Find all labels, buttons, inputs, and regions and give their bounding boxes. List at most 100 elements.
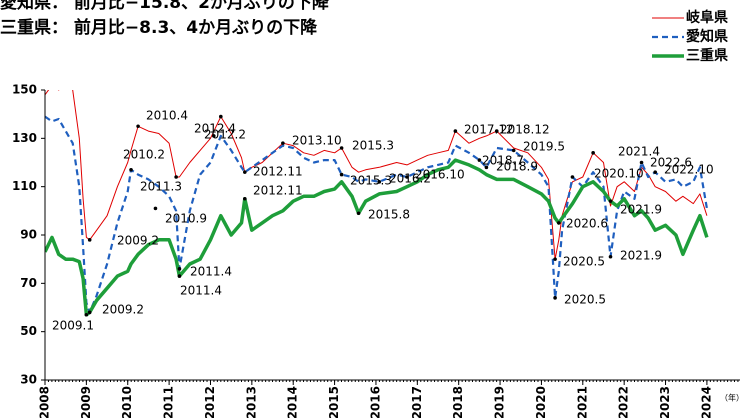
annotation-dot	[177, 267, 182, 271]
annotation-dot	[339, 172, 344, 177]
x-tick-label: 2014	[286, 386, 300, 418]
annotation-dot	[511, 148, 516, 153]
annotation-label: 2022.10	[664, 163, 714, 177]
annotation-dot	[570, 175, 575, 179]
x-tick-label: 2010	[120, 386, 134, 418]
annotation-label: 2012.11	[253, 184, 303, 198]
annotation-label: 2015.8	[368, 208, 410, 222]
annotation-label: 2021.4	[618, 145, 660, 159]
annotation-dot	[339, 146, 344, 150]
x-tick-label: 2024	[699, 386, 713, 418]
annotation-label: 2017.12	[464, 123, 514, 137]
annotation-dot	[553, 296, 557, 300]
annotation-dot	[136, 124, 140, 129]
series-line	[45, 90, 708, 260]
annotation-dot	[129, 167, 133, 172]
annotation-dot	[219, 114, 223, 119]
y-tick-label: 30	[20, 373, 37, 387]
legend-label: 愛知県	[686, 28, 728, 45]
x-tick-label: 2022	[617, 386, 631, 418]
annotation-label: 2011.4	[180, 284, 222, 298]
y-tick-label: 50	[20, 324, 37, 338]
x-tick-label: 2012	[203, 386, 217, 418]
annotation-label: 2009.2	[117, 234, 159, 248]
annotation-label: 2021.9	[620, 203, 662, 217]
annotation-label: 2018.12	[500, 123, 550, 137]
annotation-label: 2012.2	[204, 128, 246, 142]
annotation-label: 2010.4	[146, 109, 188, 123]
annotation-label: 2016.2	[389, 172, 431, 186]
x-tick-label: 2013	[244, 386, 258, 418]
annotation-dot	[84, 312, 89, 317]
annotation-label: 2015.3	[352, 139, 394, 153]
annotation-dot	[557, 221, 561, 225]
annotation-label: 2011.3	[140, 180, 182, 194]
annotation-dot	[281, 141, 285, 145]
annotation-dot	[477, 158, 482, 162]
annotation-dot	[177, 274, 182, 278]
annotation-label: 2011.4	[190, 265, 232, 279]
x-tick-label: 2018	[451, 386, 465, 418]
annotation-label: 2012.11	[253, 165, 303, 179]
annotation-label: 2021.9	[620, 249, 662, 263]
annotation-label: 2019.5	[523, 140, 565, 154]
series-line	[45, 115, 708, 314]
x-tick-label: 2008	[38, 386, 52, 418]
x-tick-label: 2020	[534, 386, 548, 418]
x-tick-label: 2009	[79, 386, 93, 418]
annotation-label: 2012.4	[194, 122, 236, 136]
annotation-label: 2013.10	[292, 134, 342, 148]
annotation-label: 2020.5	[563, 255, 605, 269]
x-tick-label: 2016	[368, 386, 382, 418]
y-tick-label: 150	[12, 83, 37, 97]
annotation-dot	[453, 129, 458, 133]
annotation-dot	[591, 151, 595, 155]
annotation-label: 2020.5	[564, 293, 606, 307]
annotation-dot	[484, 165, 489, 170]
annotation-dot	[608, 199, 613, 203]
x-unit: （年）	[720, 393, 744, 403]
annotation-dot	[653, 170, 657, 174]
y-tick-label: 90	[20, 228, 37, 242]
annotation-label: 2020.10	[594, 167, 644, 181]
annotation-label: 2022.6	[650, 156, 692, 170]
annotation-label: 2018.9	[496, 160, 538, 174]
x-tick-label: 2011	[162, 386, 176, 418]
annotation-label: 2009.1	[52, 319, 94, 333]
annotation-dot	[243, 170, 247, 174]
header-line: 三重県： 前月比−8.3、4か月ぶりの下降	[0, 17, 318, 38]
annotation-dot	[243, 196, 247, 201]
annotation-label: 2010.2	[123, 148, 165, 162]
series-line	[45, 158, 709, 317]
x-tick-label: 2021	[575, 386, 589, 418]
annotation-dot	[153, 206, 158, 211]
annotation-dot	[405, 175, 409, 179]
legend-label: 三重県	[686, 47, 728, 64]
annotation-dot	[377, 180, 382, 184]
header-line: 愛知県： 前月比−15.8、2か月ぶりの下降	[0, 0, 330, 13]
annotation-dot	[494, 129, 499, 133]
annotation-label: 2009.2	[102, 303, 144, 317]
annotation-label: 2016.10	[415, 168, 465, 182]
x-tick-label: 2017	[410, 386, 424, 418]
annotation-dot	[639, 160, 644, 165]
x-tick-label: 2015	[327, 386, 341, 418]
annotation-dot	[174, 175, 178, 179]
annotation-label: 2018.7	[482, 154, 524, 168]
annotation-dot	[553, 257, 557, 261]
annotation-dot	[87, 238, 92, 242]
annotation-label: 2020.6	[566, 217, 608, 231]
annotation-dot	[211, 134, 216, 138]
annotation-dot	[608, 254, 613, 259]
y-tick-label: 70	[20, 276, 37, 290]
x-tick-label: 2023	[658, 386, 672, 418]
y-tick-label: 110	[12, 179, 37, 193]
legend-label: 岐阜県	[686, 9, 728, 26]
annotation-label: 2010.9	[165, 212, 207, 226]
y-tick-label: 130	[12, 131, 37, 145]
plot	[45, 90, 709, 317]
annotation-dot	[356, 211, 361, 216]
annotation-dot	[87, 310, 92, 315]
x-tick-label: 2019	[493, 386, 507, 418]
